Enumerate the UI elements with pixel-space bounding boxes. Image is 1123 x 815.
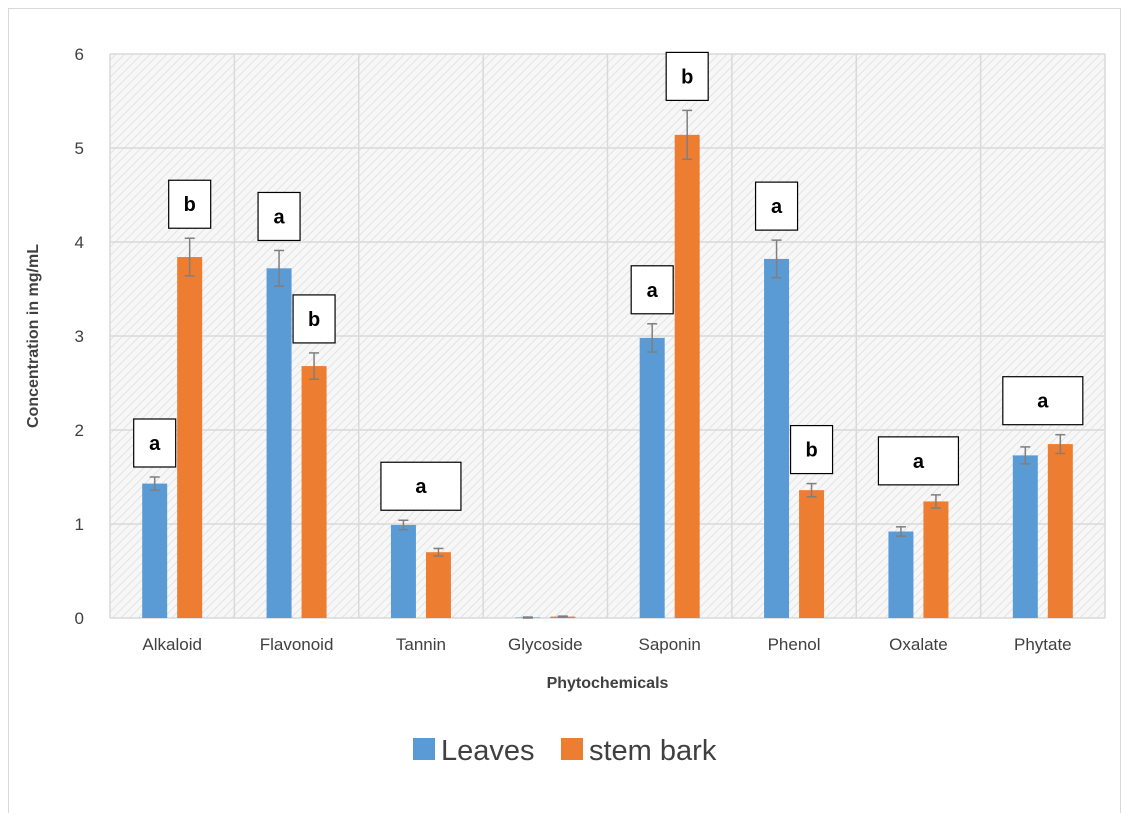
- significance-box: [380, 461, 462, 511]
- x-axis-ticks: Alkaloid Flavonoid Tannin Glycoside Saponin P…: [142, 635, 1071, 654]
- chart-frame: [8, 8, 1121, 813]
- legend-swatch-stem-bark: [561, 738, 583, 760]
- bar-saponin-leaves: [639, 337, 665, 618]
- bar-flavonoid-stem-bark: [301, 366, 327, 618]
- x-tick-label: Phenol: [768, 635, 821, 654]
- significance-box: [133, 418, 177, 468]
- significance-box: [292, 294, 336, 344]
- y-tick-label: 2: [75, 421, 84, 440]
- legend: Leaves stem bark: [413, 735, 717, 767]
- significance-box: [168, 179, 212, 229]
- legend-swatch-leaves: [413, 738, 435, 760]
- x-tick-label: Phytate: [1014, 635, 1072, 654]
- significance-label: b: [308, 309, 320, 331]
- significance-label: a: [647, 280, 659, 302]
- significance-box: [630, 265, 674, 315]
- bar-tannin-stem-bark: [425, 552, 451, 618]
- significance-label: b: [681, 66, 693, 88]
- significance-label: b: [805, 440, 817, 462]
- y-axis-title: Concentration in mg/mL: [25, 244, 42, 428]
- bars: [142, 134, 1073, 618]
- y-axis-ticks: 0 1 2 3 4 5 6: [75, 45, 84, 628]
- significance-label: b: [184, 194, 196, 216]
- x-tick-label: Flavonoid: [260, 635, 334, 654]
- significance-box: [754, 181, 799, 231]
- x-tick-label: Oxalate: [889, 635, 948, 654]
- legend-label: stem bark: [589, 735, 717, 767]
- significance-label: a: [771, 196, 783, 218]
- bar-alkaloid-leaves: [142, 483, 168, 618]
- legend-label: Leaves: [441, 735, 535, 767]
- y-tick-label: 0: [75, 609, 84, 628]
- x-axis-title: Phytochemicals: [547, 675, 669, 692]
- error-bars: [149, 109, 1066, 619]
- bar-phytate-leaves: [1012, 455, 1038, 618]
- bar-phenol-stem-bark: [799, 490, 825, 618]
- significance-label: a: [274, 206, 286, 228]
- significance-box: [257, 191, 301, 242]
- bar-flavonoid-leaves: [266, 268, 292, 618]
- significance-labels: a b a b a a b a b a a: [133, 51, 1084, 511]
- y-tick-label: 5: [75, 139, 84, 158]
- y-tick-label: 3: [75, 327, 84, 346]
- x-tick-label: Glycoside: [508, 635, 583, 654]
- significance-box: [789, 424, 834, 475]
- bar-alkaloid-stem-bark: [177, 257, 203, 618]
- significance-box: [665, 51, 709, 102]
- significance-box: [877, 436, 960, 486]
- bar-phytate-stem-bark: [1047, 444, 1073, 618]
- y-tick-label: 6: [75, 45, 84, 64]
- x-tick-label: Saponin: [638, 635, 700, 654]
- y-tick-label: 1: [75, 515, 84, 534]
- bar-saponin-stem-bark: [674, 134, 700, 618]
- bar-phenol-leaves: [764, 258, 790, 618]
- bar-oxalate-leaves: [888, 531, 914, 618]
- bar-oxalate-stem-bark: [923, 501, 949, 618]
- significance-label: a: [913, 451, 925, 473]
- significance-label: a: [149, 433, 161, 455]
- x-tick-label: Tannin: [396, 635, 446, 654]
- significance-label: a: [1037, 391, 1049, 413]
- significance-label: a: [415, 476, 427, 498]
- x-tick-label: Alkaloid: [142, 635, 202, 654]
- bar-tannin-leaves: [390, 524, 416, 618]
- significance-box: [1002, 376, 1084, 426]
- y-tick-label: 4: [75, 233, 84, 252]
